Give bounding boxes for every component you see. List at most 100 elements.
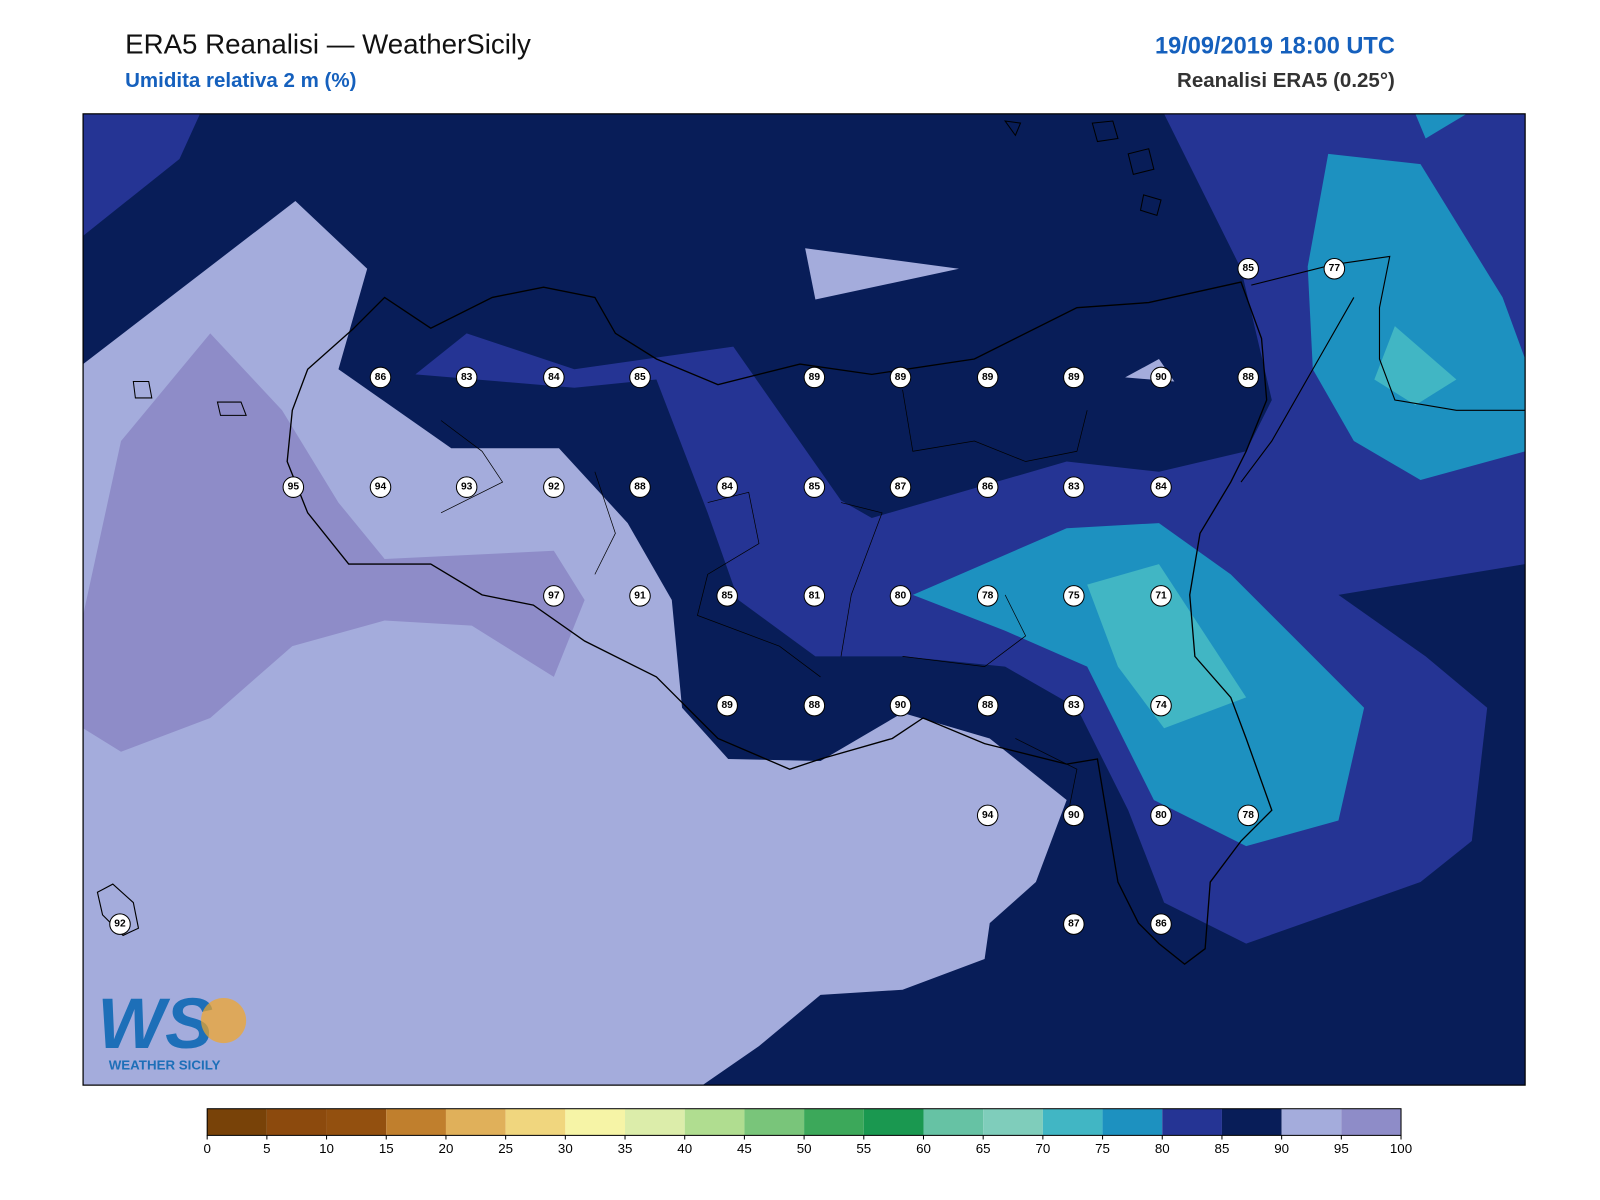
colorbar-swatch (445, 1108, 506, 1136)
station-value: 84 (721, 482, 733, 493)
station-value: 77 (1329, 263, 1341, 274)
station-marker (803, 694, 826, 717)
colorbar-label: 0 (203, 1141, 210, 1156)
station-marker (629, 585, 651, 607)
title: ERA5 Reanalisi — WeatherSicily (125, 28, 531, 59)
station-marker (1150, 913, 1172, 935)
station-value: 94 (982, 810, 994, 821)
station-value: 91 (634, 590, 646, 601)
station-value: 88 (809, 700, 821, 711)
coastline (286, 281, 1273, 965)
station-value: 95 (288, 482, 300, 493)
colorbar-label: 60 (916, 1141, 931, 1156)
station-marker (716, 694, 738, 717)
station-value: 86 (1155, 919, 1167, 930)
malta-coast (96, 883, 140, 937)
colorbar-swatch (625, 1108, 685, 1136)
station-value: 97 (548, 590, 560, 601)
station-marker (369, 366, 392, 389)
station-marker (369, 476, 392, 498)
station-value: 75 (1068, 590, 1080, 601)
colorbar-label: 20 (439, 1141, 454, 1156)
field-70-75 (1374, 326, 1457, 406)
station-value: 78 (1243, 810, 1255, 821)
station-marker (455, 476, 478, 498)
station-value: 89 (895, 372, 907, 383)
station-marker (543, 366, 565, 389)
colorbar-swatch (684, 1108, 745, 1136)
station-value: 89 (982, 372, 994, 383)
station-value: 88 (634, 482, 646, 493)
station-value: 86 (375, 372, 387, 383)
colorbar-swatch (1102, 1108, 1163, 1136)
station-value: 78 (982, 590, 994, 601)
colorbar-label: 10 (319, 1141, 334, 1156)
station-marker (716, 476, 738, 498)
station-marker (976, 366, 999, 389)
colorbar-label: 45 (737, 1141, 752, 1156)
logo-sun (201, 997, 247, 1044)
station-marker (803, 476, 826, 498)
station-marker (1150, 585, 1172, 607)
logo: WS WEATHER SICILY (97, 984, 247, 1073)
station-value: 85 (809, 482, 821, 493)
islands (132, 120, 1162, 416)
station-marker (543, 585, 565, 607)
field-80-85 (83, 113, 200, 236)
colorbar-swatch (1162, 1108, 1222, 1136)
station-marker (889, 694, 912, 717)
station-marker (1063, 585, 1085, 607)
field-70-75 (1087, 564, 1247, 729)
colorbar-swatch (565, 1108, 626, 1136)
station-value: 89 (721, 700, 733, 711)
station-value: 89 (809, 372, 821, 383)
station-value: 90 (895, 700, 907, 711)
field-75-80 (1307, 153, 1526, 480)
station-value: 88 (1243, 372, 1255, 383)
colorbar-label: 85 (1215, 1141, 1230, 1156)
station-value: 83 (1068, 482, 1080, 493)
station-value: 81 (809, 590, 821, 601)
station-value: 90 (1155, 372, 1167, 383)
station-marker (543, 476, 565, 498)
colorbar-label: 35 (618, 1141, 633, 1156)
station-value: 87 (1068, 919, 1080, 930)
station-marker (1063, 366, 1085, 389)
station-marker (1150, 366, 1172, 389)
province-borders (440, 389, 1088, 821)
colorbar-swatch (386, 1108, 446, 1136)
field-95-100 (83, 333, 585, 752)
colorbar-label: 90 (1274, 1141, 1289, 1156)
station-marker (282, 476, 305, 498)
colorbar-label: 30 (558, 1141, 573, 1156)
station-value: 92 (548, 482, 560, 493)
station-value: 85 (634, 372, 646, 383)
station-marker (976, 476, 999, 498)
station-marker (109, 913, 131, 935)
colorbar-label: 40 (677, 1141, 692, 1156)
datetime: 19/09/2019 18:00 UTC (1155, 32, 1395, 58)
station-marker (889, 585, 912, 607)
map (82, 113, 1526, 1086)
colorbar-swatch (326, 1108, 387, 1136)
station-marker (1237, 366, 1259, 389)
station-marker (629, 476, 651, 498)
station-value: 80 (895, 590, 907, 601)
station-marker (629, 366, 651, 389)
colorbar-swatch (505, 1108, 566, 1136)
station-marker (803, 585, 826, 607)
station-value: 93 (461, 482, 473, 493)
colorbar-label: 75 (1095, 1141, 1110, 1156)
colorbar-swatch (266, 1108, 327, 1136)
colorbar-label: 55 (856, 1141, 871, 1156)
colorbar-label: 100 (1390, 1141, 1412, 1156)
colorbar-swatch (1341, 1108, 1402, 1136)
station-value: 85 (721, 590, 733, 601)
colorbar-swatch (804, 1108, 864, 1136)
colorbar-swatch (863, 1108, 924, 1136)
colorbar-label: 95 (1334, 1141, 1349, 1156)
station-value: 83 (461, 372, 473, 383)
station-marker (1150, 694, 1172, 717)
colorbar-label: 80 (1155, 1141, 1170, 1156)
